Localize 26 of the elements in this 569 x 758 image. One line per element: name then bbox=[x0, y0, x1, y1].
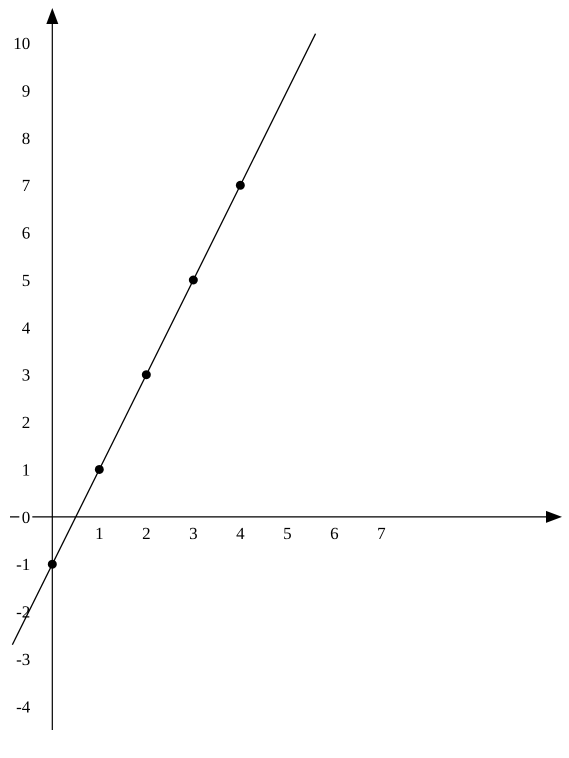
point bbox=[94, 464, 104, 474]
x-tick-label: 6 bbox=[330, 524, 339, 543]
x-tick-label: 4 bbox=[236, 524, 246, 543]
point bbox=[188, 276, 198, 284]
y-tick-label: -4 bbox=[16, 697, 31, 716]
x-tick-label: 7 bbox=[377, 524, 386, 543]
y-tick-label: 4 bbox=[22, 318, 31, 338]
x-tick-label: 2 bbox=[142, 524, 151, 543]
y-tick-label: 9 bbox=[22, 81, 30, 100]
y-tick-label: -1 bbox=[16, 555, 30, 574]
x-tick-label: 3 bbox=[189, 524, 198, 543]
y-tick-label: 7 bbox=[22, 176, 31, 196]
y-tick-label: 0 bbox=[22, 508, 30, 527]
point bbox=[142, 370, 151, 380]
point bbox=[48, 560, 57, 569]
point bbox=[236, 180, 245, 190]
y-tick-label: 10 bbox=[13, 34, 30, 54]
x-tick-label: 1 bbox=[95, 524, 104, 543]
y-tick-label: 6 bbox=[22, 224, 30, 243]
y-tick-label: 3 bbox=[22, 366, 30, 385]
y-tick-label: 1 bbox=[22, 460, 30, 480]
x-tick-label: 5 bbox=[283, 524, 292, 543]
y-tick-label: 2 bbox=[22, 413, 30, 432]
y-tick-label: 5 bbox=[22, 270, 30, 290]
y-tick-label: 8 bbox=[22, 128, 30, 148]
y-tick-label: -3 bbox=[16, 650, 30, 669]
